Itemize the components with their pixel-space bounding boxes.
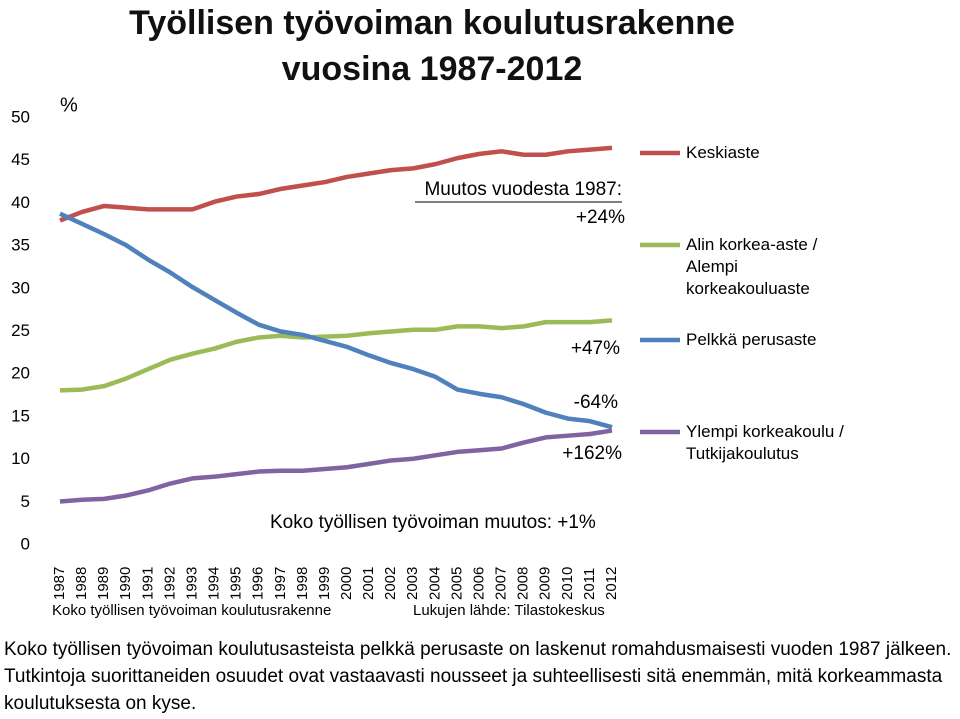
- annotation: Koko työllisen työvoiman muutos: +1%: [270, 512, 596, 533]
- x-tick-label: 2004: [426, 567, 443, 600]
- x-tick-label: 1999: [316, 567, 333, 600]
- y-tick-label: 40: [11, 193, 30, 212]
- x-tick-label: 1989: [95, 567, 112, 600]
- line-series: [59, 145, 613, 223]
- legend-label: Pelkkä perusaste: [686, 330, 817, 349]
- x-tick-label: 1998: [294, 567, 311, 600]
- x-tick-label: 2008: [515, 567, 532, 600]
- y-tick-label: 30: [11, 278, 30, 297]
- y-tick-label: 45: [11, 150, 30, 169]
- x-tick-label: 1994: [206, 567, 223, 600]
- caption: Koko työllisen työvoiman koulutusasteist…: [4, 639, 952, 714]
- x-tick-label: 2007: [493, 567, 510, 600]
- x-tick-label: 2001: [360, 567, 377, 600]
- y-axis-label: %: [60, 94, 78, 116]
- x-tick-label: 1997: [272, 567, 289, 600]
- y-tick-label: 25: [11, 321, 30, 340]
- x-tick-label: 2011: [581, 568, 598, 600]
- annotation: -64%: [574, 392, 618, 413]
- x-tick-label: 1988: [73, 567, 90, 600]
- x-tick-label: 2006: [470, 567, 487, 600]
- chart-title: Työllisen työvoiman koulutusrakenne vuos…: [129, 4, 735, 88]
- x-tick-label: 2000: [338, 567, 355, 600]
- y-tick-label: 50: [11, 107, 30, 126]
- line-series: [59, 318, 613, 393]
- legend-label: Keskiaste: [686, 143, 760, 162]
- x-tick-label: 1995: [228, 567, 245, 600]
- annotation: +47%: [571, 338, 620, 359]
- x-tick-label: 2010: [559, 567, 576, 600]
- y-tick-label: 0: [21, 534, 30, 553]
- footnote: Lukujen lähde: Tilastokeskus: [413, 602, 605, 619]
- x-tick-label: 1987: [51, 567, 68, 600]
- y-tick-label: 20: [11, 364, 30, 383]
- x-tick-label: 2003: [404, 567, 421, 600]
- legend-label: Ylempi korkeakoulu / Tutkijakoulutus: [686, 422, 844, 463]
- annotation: Muutos vuodesta 1987:: [424, 179, 622, 200]
- annotation: +24%: [576, 207, 625, 228]
- annotation: +162%: [562, 443, 622, 464]
- legend-label: Alin korkea-aste / Alempi korkeakouluast…: [686, 235, 818, 298]
- x-tick-label: 2012: [603, 567, 620, 600]
- y-tick-label: 10: [11, 449, 30, 468]
- y-tick-label: 35: [11, 236, 30, 255]
- x-tick-label: 2005: [448, 567, 465, 600]
- y-tick-label: 5: [21, 492, 30, 511]
- x-tick-label: 1992: [161, 567, 178, 600]
- footnote: Koko työllisen työvoiman koulutusrakenne: [52, 602, 331, 619]
- x-tick-label: 2002: [382, 567, 399, 600]
- x-tick-label: 1993: [183, 567, 200, 600]
- line-series: [59, 211, 613, 430]
- y-tick-label: 15: [11, 406, 30, 425]
- x-tick-label: 2009: [537, 567, 554, 600]
- line-series: [59, 428, 613, 504]
- x-tick-label: 1991: [139, 567, 156, 600]
- x-tick-label: 1990: [117, 567, 134, 600]
- x-tick-label: 1996: [250, 567, 267, 600]
